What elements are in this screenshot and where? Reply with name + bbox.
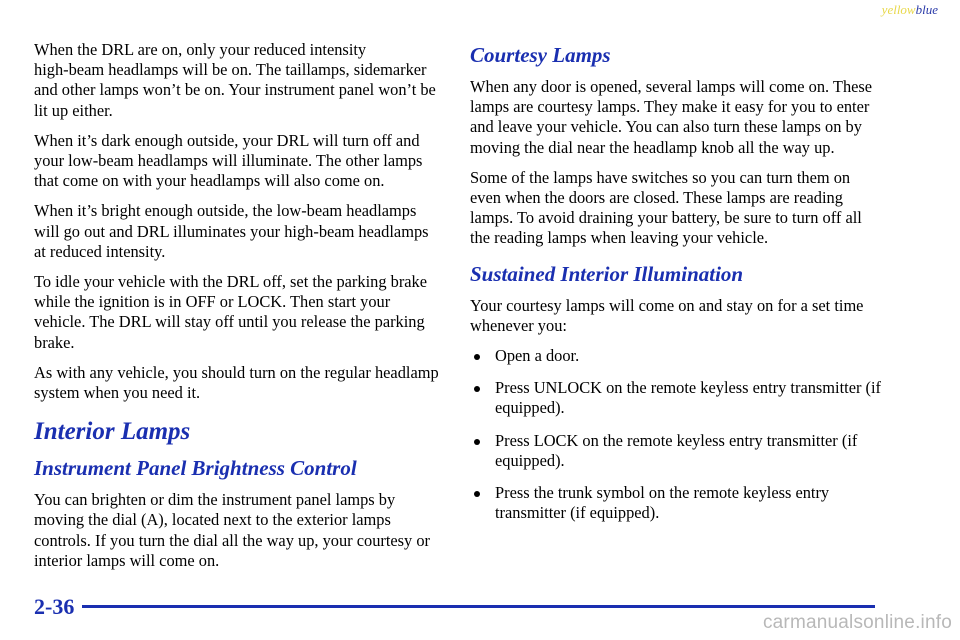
bullet-icon — [474, 386, 480, 393]
list-item: Press LOCK on the remote keyless entry t… — [470, 431, 882, 471]
list-item: Open a door. — [470, 346, 882, 366]
list-item-text: Open a door. — [495, 346, 580, 366]
color-marker-blue: blue — [915, 2, 938, 17]
bullet-list: Open a door. Press UNLOCK on the remote … — [470, 346, 882, 523]
list-item: Press the trunk symbol on the remote key… — [470, 483, 882, 523]
paragraph: When the DRL are on, only your reduced i… — [34, 40, 436, 120]
left-column: When the DRL are on, only your reduced i… — [34, 40, 440, 581]
paragraph: When it’s bright enough outside, the low… — [34, 201, 429, 261]
right-column: Courtesy Lamps When any door is opened, … — [470, 40, 882, 535]
color-marker-yellow: yellow — [881, 2, 916, 17]
list-item-text: Press LOCK on the remote keyless entry t… — [495, 430, 858, 470]
bullet-icon — [474, 354, 480, 361]
footer-divider — [82, 605, 875, 608]
bullet-icon — [474, 438, 480, 445]
subsection-title: Instrument Panel Brightness Control — [34, 456, 357, 481]
paragraph: When any door is opened, several lamps w… — [470, 77, 873, 157]
color-marker: yellowblue — [882, 2, 938, 18]
section-title: Interior Lamps — [34, 418, 191, 446]
subsection-title: Sustained Interior Illumination — [470, 261, 744, 286]
page-number: 2-36 — [34, 594, 75, 619]
paragraph: Some of the lamps have switches so you c… — [470, 167, 862, 248]
bullet-icon — [474, 491, 480, 498]
paragraph: When it’s dark enough outside, your DRL … — [34, 130, 423, 191]
subsection-title: Courtesy Lamps — [470, 43, 611, 67]
watermark: carmanualsonline.info — [762, 612, 952, 633]
paragraph: Your courtesy lamps will come on and sta… — [470, 295, 864, 335]
paragraph: To idle your vehicle with the DRL off, s… — [34, 272, 428, 352]
list-item-text: Press UNLOCK on the remote keyless entry… — [495, 378, 882, 418]
list-item-text: Press the trunk symbol on the remote key… — [495, 483, 830, 523]
paragraph: As with any vehicle, you should turn on … — [34, 362, 439, 403]
paragraph: You can brighten or dim the instrument p… — [34, 490, 431, 570]
list-item: Press UNLOCK on the remote keyless entry… — [470, 378, 882, 418]
